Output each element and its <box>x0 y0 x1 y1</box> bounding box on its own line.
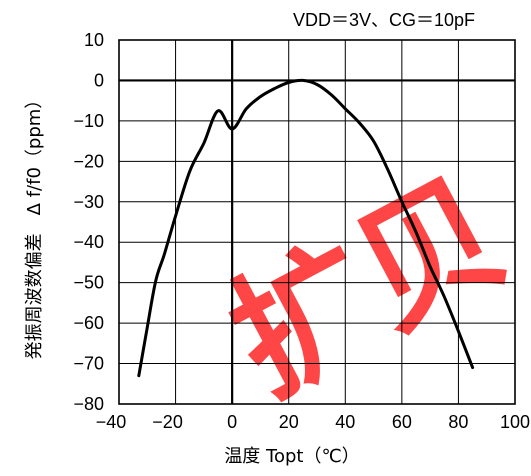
y-tick-label: 10 <box>84 30 104 50</box>
x-axis-title: 温度 Topt（℃） <box>224 446 359 467</box>
x-tick-label: −40 <box>96 412 127 432</box>
y-axis-title: 発振周波数偏差 Δ f/f0（ppm） <box>24 91 45 360</box>
series-line <box>137 78 475 378</box>
y-tick-label: −40 <box>73 232 104 252</box>
y-tick-label: −10 <box>73 111 104 131</box>
x-tick-label: 0 <box>227 412 237 432</box>
x-tick-label: 40 <box>335 412 355 432</box>
x-tick-label: 80 <box>448 412 468 432</box>
y-tick-label: −70 <box>73 354 104 374</box>
watermark-text: 扩贝 <box>206 150 530 425</box>
y-tick-label: −50 <box>73 273 104 293</box>
y-tick-label: −60 <box>73 313 104 333</box>
condition-label: VDD＝3V、CG＝10pF <box>293 10 475 30</box>
y-tick-label: −30 <box>73 192 104 212</box>
plot-frame <box>118 39 516 405</box>
x-tick-label: 20 <box>279 412 299 432</box>
y-tick-label: −20 <box>73 151 104 171</box>
x-tick-label: 100 <box>500 412 530 432</box>
y-tick-label: 0 <box>94 70 104 90</box>
x-tick-label: −20 <box>152 412 183 432</box>
tick-labels: 100−10−20−30−40−50−60−70−80−40 −20 0 20 40 60… <box>73 30 530 432</box>
axes <box>118 39 516 405</box>
series <box>137 78 475 378</box>
y-tick-label: −80 <box>73 394 104 414</box>
watermark: 扩贝 <box>206 150 530 425</box>
x-tick-label: 60 <box>392 412 412 432</box>
